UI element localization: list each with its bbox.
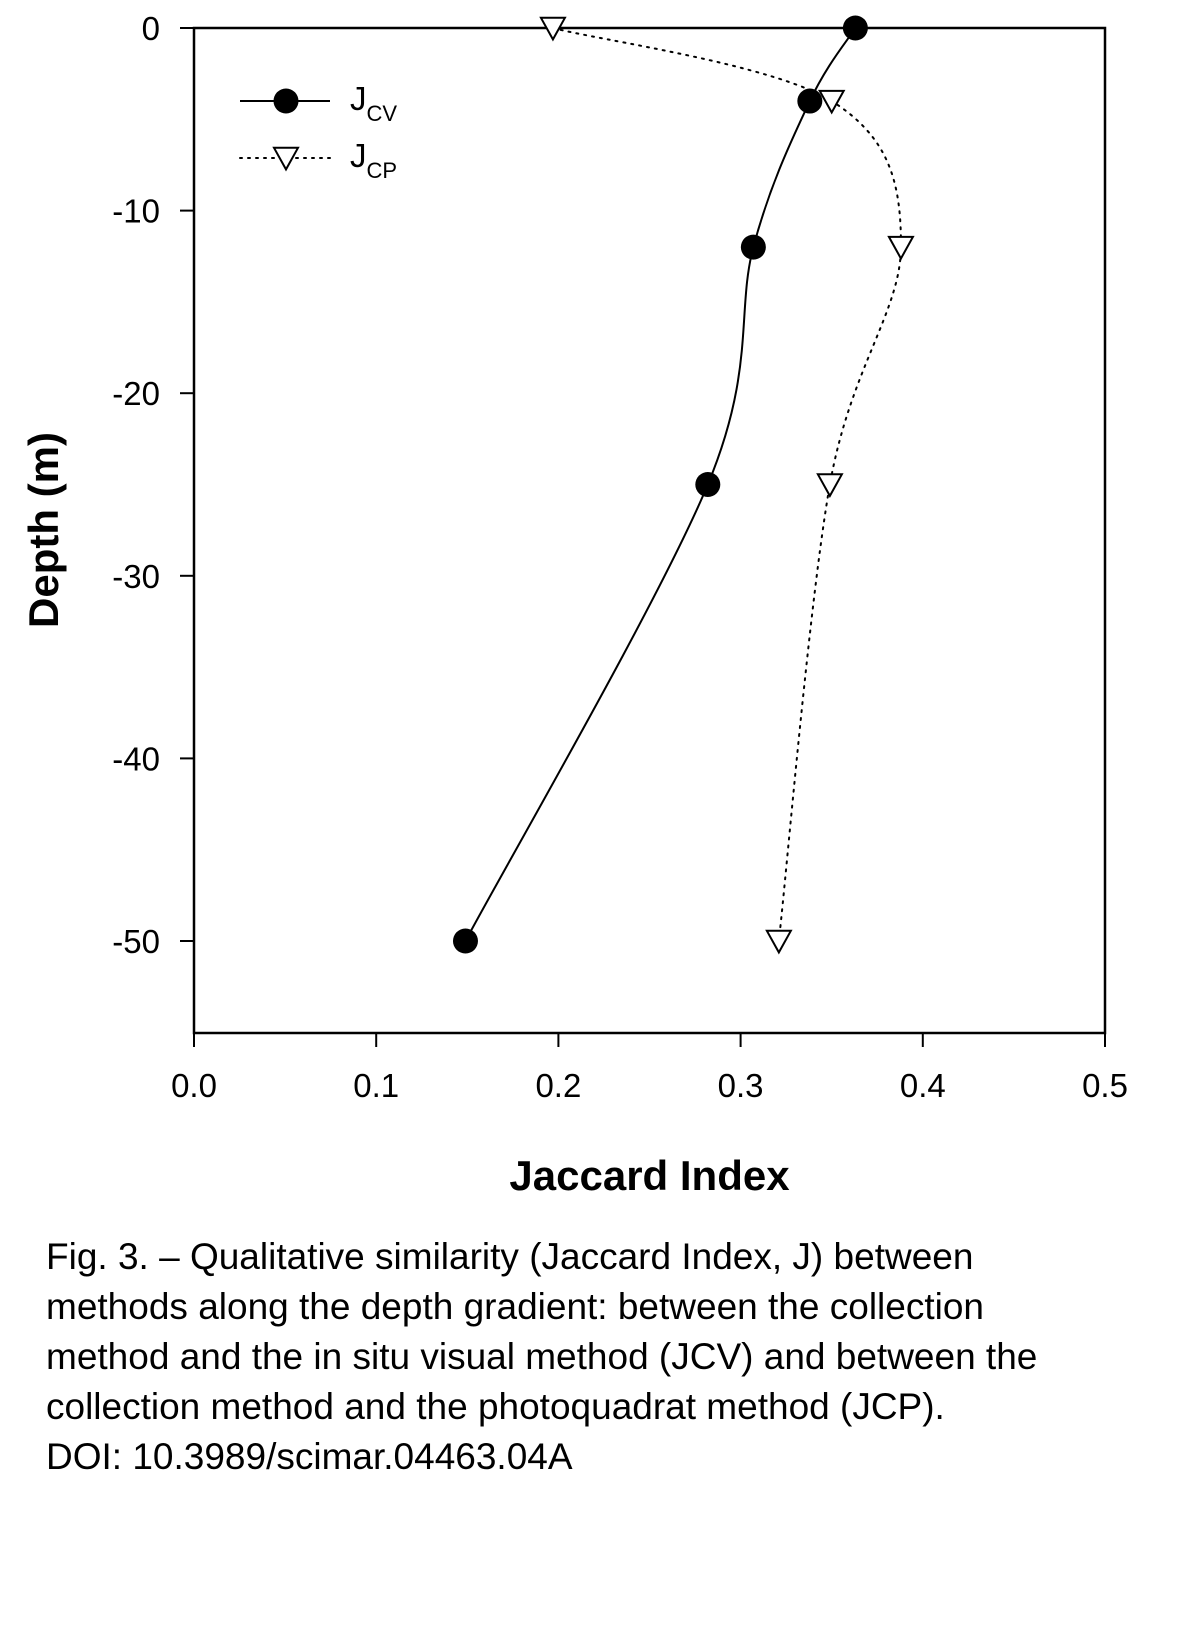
legend-label-main: J [350, 80, 367, 117]
caption-line: Fig. 3. – Qualitative similarity (Jaccar… [46, 1236, 974, 1277]
data-point-j-cv [740, 234, 766, 260]
data-point-j-cv [842, 15, 868, 41]
x-tick-label: 0.0 [171, 1067, 217, 1104]
y-tick-label: -20 [112, 375, 160, 412]
legend-marker-j-cv [273, 88, 299, 114]
data-point-j-cp [887, 235, 915, 261]
series-layer [452, 15, 915, 955]
legend-label-j-cv: JCV [350, 80, 397, 126]
caption-line: collection method and the photoquadrat m… [46, 1386, 945, 1427]
plot-frame [192, 26, 1107, 1035]
x-tick-label: 0.4 [900, 1067, 946, 1104]
caption-line: DOI: 10.3989/scimar.04463.04A [46, 1436, 573, 1477]
data-point-j-cp [818, 89, 846, 115]
y-tick-label: -50 [112, 923, 160, 960]
x-axis-title: Jaccard Index [509, 1152, 790, 1199]
data-point-j-cp [539, 16, 567, 42]
legend-label-main: J [350, 137, 367, 174]
x-tick-label: 0.3 [718, 1067, 764, 1104]
x-axis: 0.0 0.1 0.2 0.3 0.4 0.5 [171, 1033, 1128, 1104]
y-axis: 0 -10 -20 -30 -40 -50 [112, 10, 194, 960]
legend-label-subscript: CV [367, 101, 398, 126]
legend-label-subscript: CP [367, 158, 398, 183]
x-tick-label: 0.5 [1082, 1067, 1128, 1104]
caption-line: method and the in situ visual method (JC… [46, 1336, 1038, 1377]
x-tick-label: 0.2 [535, 1067, 581, 1104]
series-line-j-cp [551, 27, 902, 942]
legend-label-j-cp: JCP [350, 137, 397, 183]
figure-caption: Fig. 3. – Qualitative similarity (Jaccar… [46, 1232, 1166, 1482]
series-line-j-cv [464, 27, 857, 942]
data-point-j-cp [765, 929, 793, 955]
data-point-j-cv [695, 472, 721, 497]
y-tick-label: -10 [112, 193, 160, 230]
y-tick-label: -30 [112, 558, 160, 595]
data-point-j-cp [816, 473, 844, 498]
jaccard-depth-chart: 0.0 0.1 0.2 0.3 0.4 0.5 0-10-20-30-40-50 JCVJ… [20, 10, 1128, 1199]
data-point-j-cv [797, 88, 823, 114]
y-tick-label: 0 [142, 10, 160, 47]
legend-marker-j-cp [272, 146, 300, 172]
caption-line: methods along the depth gradient: betwee… [46, 1286, 984, 1327]
y-axis-title: Depth (m) [20, 432, 67, 628]
y-tick-label: -40 [112, 740, 160, 777]
x-tick-label: 0.1 [353, 1067, 399, 1104]
data-point-j-cv [452, 928, 478, 954]
